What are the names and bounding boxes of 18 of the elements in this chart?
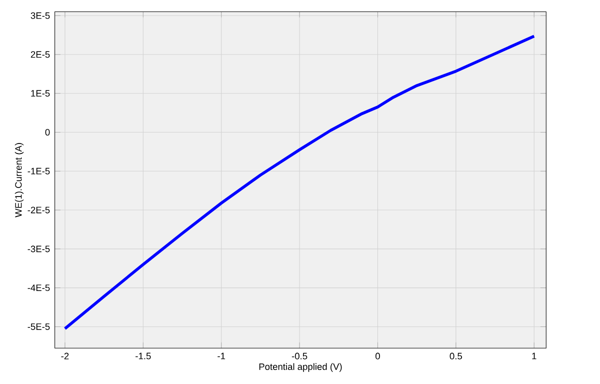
x-tick-label: -1 <box>218 352 226 360</box>
y-tick-label: -2E-5 <box>28 206 50 214</box>
x-axis-title: Potential applied (V) <box>259 363 342 372</box>
x-tick-label: -2 <box>61 352 69 360</box>
y-tick-label: 0 <box>45 128 50 136</box>
y-tick-label: -1E-5 <box>28 168 50 174</box>
y-tick-label: 3E-5 <box>30 12 50 19</box>
x-tick-label: 1 <box>532 352 536 360</box>
y-tick-label: 2E-5 <box>30 51 50 58</box>
y-tick-label: -4E-5 <box>28 284 50 292</box>
x-tick-label: -1.5 <box>136 352 151 360</box>
y-axis-title: WE(1).Current (A) <box>14 143 24 218</box>
x-tick-label: -0.5 <box>292 352 308 360</box>
x-tick-label: 0 <box>375 352 380 360</box>
y-tick-label: -3E-5 <box>28 246 50 252</box>
y-tick-label: -5E-5 <box>28 323 50 330</box>
y-tick-label: 1E-5 <box>31 90 50 97</box>
x-tick-label: 0.5 <box>450 352 462 360</box>
